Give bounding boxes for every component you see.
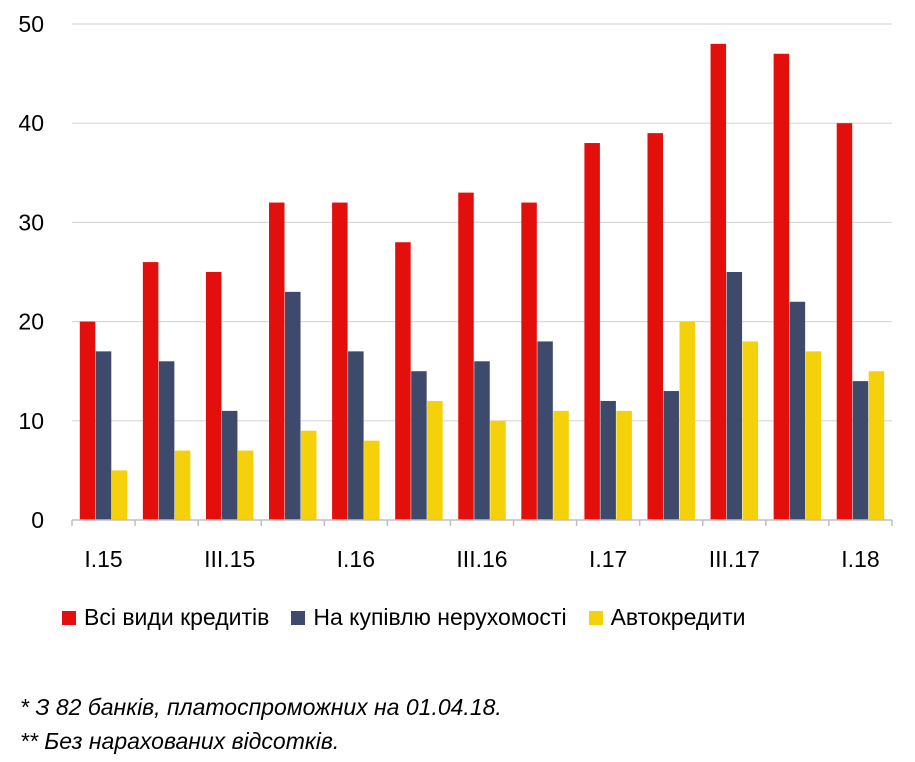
x-tick-label-III.17: III.17 xyxy=(709,546,760,572)
bar-I.18-series-1 xyxy=(852,381,869,520)
bar-chart: 0 10 20 30 40 50 I.15 III.15 I.16 III.16 I.17 III.… xyxy=(18,11,893,572)
bar-I.17-series-0 xyxy=(584,143,600,521)
legend-label-all-loans: Всі види кредитів xyxy=(84,604,270,630)
bar-II.17-series-1 xyxy=(663,391,679,520)
bar-II.16-series-0 xyxy=(395,242,411,521)
y-axis-ticks: 0 10 20 30 40 50 xyxy=(18,11,44,533)
bar-I.18-series-0 xyxy=(836,123,853,520)
bar-III.17-series-2 xyxy=(742,341,759,520)
bar-III.15-series-1 xyxy=(221,410,238,520)
bar-I.17-series-1 xyxy=(600,400,616,520)
y-tick-label-30: 30 xyxy=(18,209,44,235)
legend-label-real-estate: На купівлю нерухомості xyxy=(313,604,567,630)
y-tick-label-50: 50 xyxy=(18,11,44,37)
x-tick-label-III.16: III.16 xyxy=(456,546,507,572)
footnote-1: * З 82 банків, платоспроможних на 01.04.… xyxy=(20,694,502,720)
bar-I.16-series-2 xyxy=(364,440,380,520)
legend-item-auto-loans: Автокредити xyxy=(588,604,746,631)
bar-I.15-series-1 xyxy=(95,351,112,520)
bar-IV.15-series-1 xyxy=(285,291,301,520)
bar-IV.16-series-1 xyxy=(537,341,553,520)
legend-item-all-loans: Всі види кредитів xyxy=(62,604,269,631)
bar-IV.16-series-2 xyxy=(553,410,569,520)
bar-II.17-series-0 xyxy=(647,133,663,520)
bar-III.15-series-2 xyxy=(237,450,254,520)
bar-I.16-series-1 xyxy=(348,351,364,520)
x-tick-label-I.16: I.16 xyxy=(337,546,375,572)
bar-II.15-series-0 xyxy=(142,262,159,520)
bar-III.16-series-1 xyxy=(474,361,490,520)
footnote-2: ** Без нарахованих відсотків. xyxy=(20,728,340,754)
bar-III.17-series-1 xyxy=(726,272,743,520)
legend-item-real-estate: На купівлю нерухомості xyxy=(291,604,567,631)
bar-I.17-series-2 xyxy=(616,410,632,520)
x-tick-label-I.17: I.17 xyxy=(589,546,627,572)
legend-label-auto-loans: Автокредити xyxy=(610,604,746,630)
bar-IV.16-series-0 xyxy=(521,202,537,520)
legend: Всі види кредитів На купівлю нерухомості… xyxy=(62,604,768,631)
footnotes: * З 82 банків, платоспроможних на 01.04.… xyxy=(20,690,502,758)
legend-swatch-real-estate xyxy=(291,610,306,625)
x-tick-label-I.15: I.15 xyxy=(84,546,122,572)
bar-IV.17-series-0 xyxy=(773,53,790,520)
bar-II.16-series-2 xyxy=(427,400,443,520)
y-tick-label-20: 20 xyxy=(18,309,44,335)
bars xyxy=(79,43,885,521)
y-tick-label-0: 0 xyxy=(31,507,44,533)
bar-III.17-series-0 xyxy=(710,43,727,521)
bar-II.15-series-1 xyxy=(158,361,175,520)
bar-IV.15-series-2 xyxy=(301,430,317,520)
x-axis-ticks: I.15 III.15 I.16 III.16 I.17 III.17 I.18 xyxy=(71,520,893,572)
bar-I.15-series-2 xyxy=(111,470,128,520)
y-tick-label-10: 10 xyxy=(18,408,44,434)
bar-IV.17-series-2 xyxy=(805,351,822,520)
bar-III.15-series-0 xyxy=(205,272,222,520)
bar-III.16-series-2 xyxy=(490,420,506,520)
x-tick-label-I.18: I.18 xyxy=(841,546,879,572)
legend-swatch-auto-loans xyxy=(588,610,603,625)
bar-IV.15-series-0 xyxy=(269,202,285,520)
legend-swatch-all-loans xyxy=(62,610,76,625)
bar-II.17-series-2 xyxy=(679,321,695,520)
bar-IV.17-series-1 xyxy=(789,301,806,520)
bar-I.18-series-2 xyxy=(868,371,885,520)
x-tick-label-III.15: III.15 xyxy=(204,546,255,572)
bar-II.15-series-2 xyxy=(174,450,191,520)
bar-I.16-series-0 xyxy=(332,202,348,520)
bar-II.16-series-1 xyxy=(411,371,427,520)
y-tick-label-40: 40 xyxy=(18,110,44,136)
bar-I.15-series-0 xyxy=(79,321,96,520)
bar-III.16-series-0 xyxy=(458,192,474,520)
